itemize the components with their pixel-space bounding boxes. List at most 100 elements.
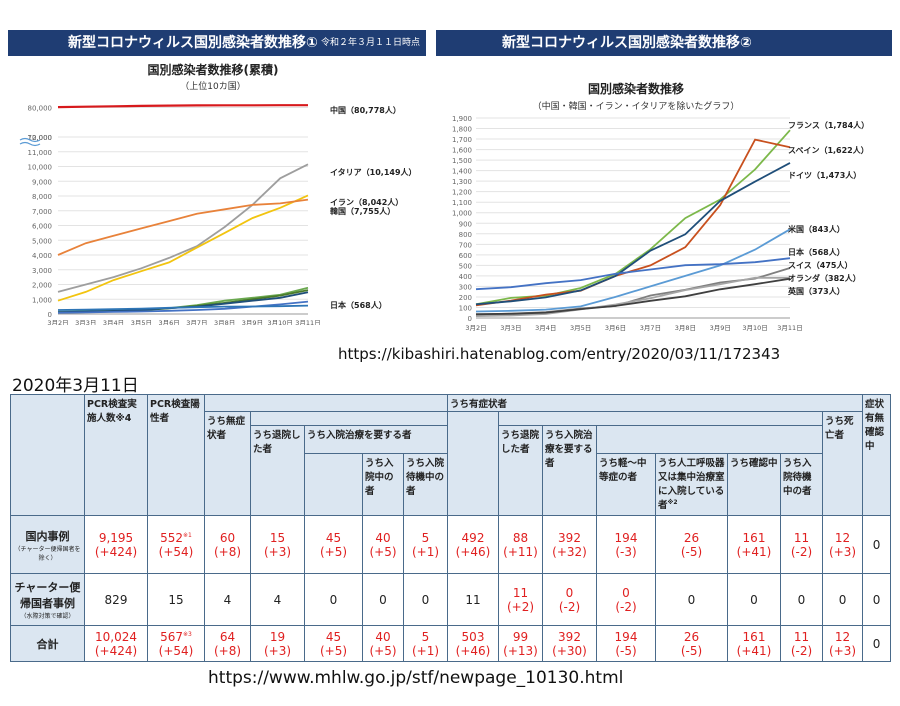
table-cell: 26 (-5) xyxy=(655,625,728,662)
chart2-y-tick-label: 0 xyxy=(468,315,472,323)
table-cell: 392 (+32) xyxy=(542,515,597,574)
table-cell: 0 xyxy=(362,573,404,626)
cell-delta: (-3) xyxy=(615,544,637,559)
cell-delta: (-5) xyxy=(680,643,703,658)
cases-table: PCR検査実施人数※4 PCR検査陽性者 うち有症状者 症状有無確認中 うち無症… xyxy=(10,394,892,662)
chart2-series-label: 米国（843人） xyxy=(787,224,845,234)
table-cell: 552※1 (+54) xyxy=(147,515,205,574)
source-url-blog[interactable]: https://kibashiri.hatenablog.com/entry/2… xyxy=(338,345,781,363)
cell-delta: (+13) xyxy=(503,643,538,658)
cell-value: 5 xyxy=(421,629,430,644)
chart2-banner: 新型コロナウィルス国別感染者数推移② xyxy=(436,30,892,56)
cell-value: 0 xyxy=(872,636,881,651)
cell-delta: (+30) xyxy=(552,643,587,658)
cell-delta: (+41) xyxy=(736,544,772,559)
table-row-domestic: 国内事例 （チャーター便帰国者を除く） 9,195 (+424) 552※1 (+54)… xyxy=(10,515,892,574)
chart1-series-label: 日本（568人） xyxy=(330,300,387,310)
chart1-y-tick-label: 8,000 xyxy=(32,193,52,201)
chart1-x-tick-label: 3月8日 xyxy=(214,319,235,325)
header-asym-hosp: うち入院治療を要する者 xyxy=(304,425,448,454)
chart2-series-label: スイス（475人） xyxy=(788,260,852,270)
cell-value: 0 xyxy=(838,592,847,607)
chart1-cumulative-top10: 国別感染者数推移(累積) （上位10カ国） 0 1,000 2,000 3,000 4,00… xyxy=(19,62,417,325)
chart2-series-label: オランダ（382人） xyxy=(788,273,861,283)
cell-value: 4 xyxy=(223,592,232,607)
cell-delta: (-2) xyxy=(790,643,813,658)
chart2-series-line xyxy=(475,138,791,307)
chart2-y-tick-label: 700 xyxy=(459,241,472,249)
table-cell: 11 (-2) xyxy=(780,515,823,574)
cell-delta: (-5) xyxy=(680,544,703,559)
cell-value: 64 xyxy=(219,629,236,644)
cell-value: 15 xyxy=(269,530,286,545)
chart2-y-tick-label: 1,300 xyxy=(452,178,472,186)
table-cell: 4 xyxy=(250,573,305,626)
header-asym-blank xyxy=(250,411,448,426)
cell-delta: (-2) xyxy=(790,544,813,559)
table-cell: 829 xyxy=(84,573,148,626)
chart1-banner-date: 令和２年３月１１日時点 xyxy=(320,38,420,48)
cell-value: 45 xyxy=(325,530,342,545)
chart1-series-label: 中国（80,778人） xyxy=(330,105,401,115)
chart2-series-label: スペイン（1,622人） xyxy=(788,145,869,155)
chart1-y-tick-label: 2,000 xyxy=(32,282,52,290)
table-cell: 0 xyxy=(862,625,892,662)
table-cell: 10,024 (+424) xyxy=(84,625,148,662)
cell-value: 11 xyxy=(793,629,810,644)
source-url-mhlw[interactable]: https://www.mhlw.go.jp/stf/newpage_10130… xyxy=(208,668,624,688)
row-label-charter: チャーター便帰国者事例 （水際対策で確認） xyxy=(10,573,85,626)
header-sym-mild: うち軽〜中等症の者 xyxy=(596,453,656,516)
chart1-y-tick-label: 70,000 xyxy=(28,134,53,142)
chart2-series-label: フランス（1,784人） xyxy=(788,120,869,130)
table-cell: 11 (+2) xyxy=(498,573,543,626)
cell-delta: (+32) xyxy=(552,544,587,559)
chart1-series-line xyxy=(57,163,309,293)
cell-delta: (+41) xyxy=(736,643,772,658)
cell-value: 0 xyxy=(329,592,338,607)
chart1-x-tick-label: 3月9日 xyxy=(242,319,263,325)
table-cell: 40 (+5) xyxy=(362,515,404,574)
chart2-y-tick-label: 1,700 xyxy=(452,136,472,144)
chart2-y-tick-label: 1,600 xyxy=(452,147,472,155)
chart2-y-tick-label: 600 xyxy=(459,252,472,260)
chart1-y-tick-label: 9,000 xyxy=(32,178,52,186)
cell-delta: (+5) xyxy=(319,544,348,559)
cell-delta: (+5) xyxy=(319,643,348,658)
cell-value: 5 xyxy=(421,530,430,545)
header-pcr-positive: PCR検査陽性者 xyxy=(147,394,205,516)
cell-delta: (+5) xyxy=(369,544,397,559)
table-cell: 11 (-2) xyxy=(780,625,823,662)
chart2-x-tick-label: 3月2日 xyxy=(465,324,486,332)
table-row-charter: チャーター便帰国者事例 （水際対策で確認） 829 15 4 4 0 0 0 11 11 (+2) 0… xyxy=(10,573,892,626)
cell-delta: (+8) xyxy=(213,643,242,658)
chart2-y-tick-label: 1,100 xyxy=(452,199,472,207)
chart2-y-tick-label: 1,800 xyxy=(452,126,472,134)
header-asym-discharged: うち退院した者 xyxy=(250,425,305,516)
chart2-series-line xyxy=(475,276,790,317)
chart2-excluding-top4: 国別感染者数推移 （中国・韓国・イラン・イタリアを除いたグラフ） 0 100 200 30… xyxy=(452,81,869,332)
chart2-y-tick-label: 100 xyxy=(459,304,472,312)
cell-value: 12 xyxy=(834,530,851,545)
cell-value: 161 xyxy=(742,629,766,644)
cell-delta: (+11) xyxy=(503,544,538,559)
cell-value: 0 xyxy=(379,592,387,607)
chart2-banner-title: 新型コロナウィルス国別感染者数推移② xyxy=(502,35,752,51)
header-sym-wait: うち入院待機中の者 xyxy=(780,453,823,516)
cell-delta: (+1) xyxy=(411,643,440,658)
cell-delta: (+54) xyxy=(158,643,194,658)
header-sym-discharged: うち退院した者 xyxy=(498,425,543,516)
chart1-series-label: 韓国（7,755人） xyxy=(330,206,395,216)
cell-value: 45 xyxy=(325,629,342,644)
cell-delta: (-2) xyxy=(615,599,637,614)
header-sym-hosp-blank xyxy=(596,425,823,454)
cell-value: 0 xyxy=(872,592,881,607)
cell-delta: (+3) xyxy=(828,544,857,559)
chart1-y-tick-label: 12,000 xyxy=(28,134,53,142)
chart2-x-tick-label: 3月7日 xyxy=(640,324,661,332)
table-cell: 26 (-5) xyxy=(655,515,728,574)
table-cell: 5 (+1) xyxy=(403,515,448,574)
cell-delta: (+3) xyxy=(828,643,857,658)
cell-value: 503 xyxy=(461,629,485,644)
table-cell: 0 xyxy=(727,573,781,626)
cell-value: 26 xyxy=(683,530,700,545)
